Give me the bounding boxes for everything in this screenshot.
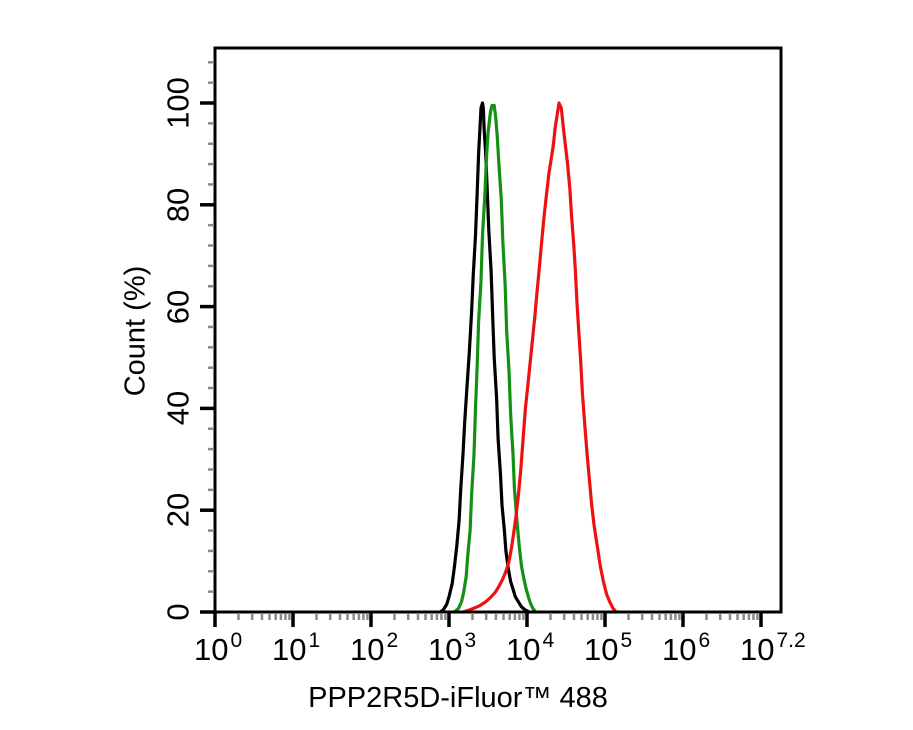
x-tick-exponent: 6 bbox=[698, 629, 711, 652]
y-tick-label: 60 bbox=[160, 289, 196, 324]
y-axis-title: Count (%) bbox=[119, 265, 152, 397]
x-tick-base: 10 bbox=[272, 632, 307, 667]
x-tick-label: 105 bbox=[584, 630, 632, 667]
y-tick-label: 20 bbox=[160, 492, 196, 528]
x-tick-label: 101 bbox=[272, 630, 320, 667]
histogram-curve-green bbox=[452, 103, 538, 614]
x-tick-base: 10 bbox=[506, 632, 541, 667]
curves-layer bbox=[438, 101, 618, 614]
x-tick-label: 104 bbox=[506, 630, 554, 667]
x-tick-label: 102 bbox=[350, 630, 398, 667]
x-axis-title: PPP2R5D-iFluor™ 488 bbox=[308, 682, 608, 714]
x-tick-label: 106 bbox=[662, 630, 710, 667]
x-tick-label: 103 bbox=[428, 630, 476, 667]
y-tick-label: 100 bbox=[160, 77, 196, 129]
x-tick-base: 10 bbox=[662, 632, 697, 667]
x-tick-label: 100 bbox=[194, 630, 242, 667]
x-tick-exponent: 3 bbox=[464, 629, 477, 652]
x-tick-exponent: 5 bbox=[620, 629, 633, 652]
x-tick-base: 10 bbox=[350, 632, 385, 667]
y-tick-label: 40 bbox=[160, 391, 196, 426]
x-tick-exponent: 4 bbox=[542, 629, 555, 652]
histogram-curve-red bbox=[461, 101, 618, 614]
x-tick-exponent: 0 bbox=[230, 629, 243, 652]
x-tick-exponent: 2 bbox=[386, 629, 399, 652]
x-tick-base: 10 bbox=[740, 632, 775, 667]
x-tick-exponent: 7.2 bbox=[776, 629, 806, 652]
x-tick-base: 10 bbox=[584, 632, 619, 667]
y-tick-label: 80 bbox=[160, 187, 196, 223]
x-tick-label: 107.2 bbox=[740, 630, 806, 667]
x-tick-base: 10 bbox=[194, 632, 229, 667]
x-tick-exponent: 1 bbox=[308, 629, 321, 652]
y-tick-label: 0 bbox=[160, 603, 196, 621]
x-tick-base: 10 bbox=[428, 632, 463, 667]
plot-frame bbox=[213, 46, 783, 614]
ticks-layer bbox=[200, 61, 763, 627]
